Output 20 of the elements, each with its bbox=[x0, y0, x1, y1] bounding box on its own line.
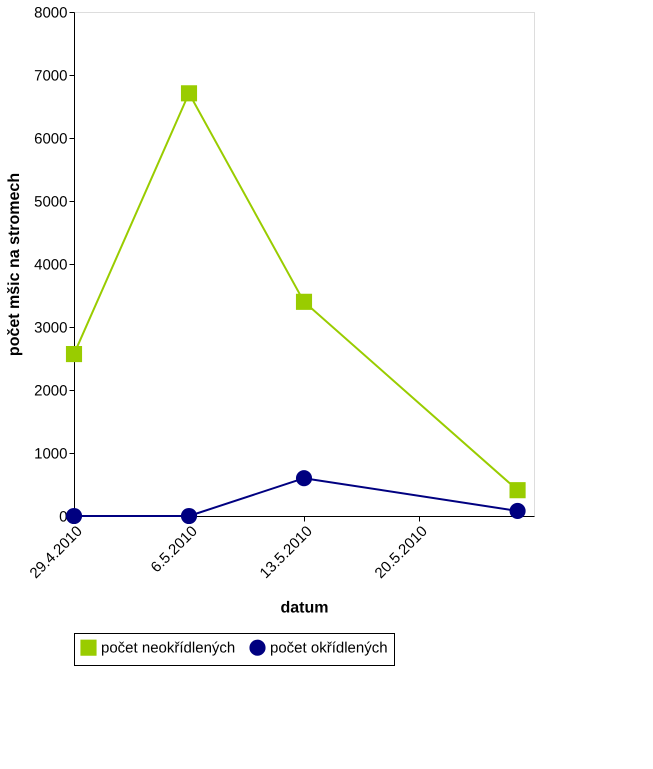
y-tick-label: 2000 bbox=[34, 382, 68, 400]
y-tick-label: 5000 bbox=[34, 194, 68, 210]
x-axis-title: datum bbox=[280, 599, 328, 616]
y-tick-label: 4000 bbox=[34, 256, 68, 274]
y-tick-label: 8000 bbox=[34, 4, 68, 22]
legend-label: počet okřídlených bbox=[270, 640, 388, 657]
point bbox=[180, 85, 198, 102]
point bbox=[510, 502, 526, 520]
point bbox=[180, 508, 198, 524]
y-tick-label: 6000 bbox=[34, 130, 68, 148]
y-axis-title: počet mšic na stromech bbox=[6, 172, 24, 356]
y-tick-label: 1000 bbox=[34, 446, 68, 462]
point bbox=[296, 294, 312, 310]
legend-label: počet neokřídlených bbox=[101, 640, 236, 657]
point bbox=[66, 346, 82, 362]
y-tick-label: 3000 bbox=[34, 320, 68, 336]
point bbox=[510, 482, 526, 498]
point bbox=[296, 470, 312, 486]
point bbox=[66, 508, 82, 524]
y-tick-label: 7000 bbox=[34, 68, 68, 84]
